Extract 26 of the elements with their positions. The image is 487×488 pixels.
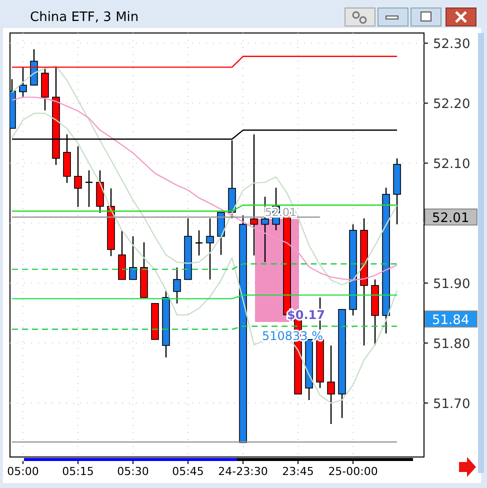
candlestick [206, 218, 214, 280]
x-tick-label: 05:30 [117, 465, 149, 478]
candlestick [129, 236, 137, 280]
candlestick [96, 170, 104, 214]
y-tick-label: 51.70 [433, 397, 470, 412]
candlestick [74, 146, 82, 208]
chart-title: China ETF, 3 Min [30, 10, 139, 25]
text: 51.84 [432, 313, 470, 328]
y-tick-label: 51.90 [433, 277, 470, 292]
x-tick-label: 05:00 [7, 465, 39, 478]
x-tick-label: 05:15 [62, 465, 94, 478]
x-tick-label: 24-23:30 [218, 465, 268, 478]
y-tick-label: 52.30 [433, 37, 470, 52]
x-tick-label: 25-00:00 [328, 465, 378, 478]
x-tick-label: 05:45 [172, 465, 204, 478]
candlestick [19, 66, 27, 98]
candlestick [250, 134, 258, 256]
candlestick [173, 266, 181, 304]
candlestick [217, 212, 225, 256]
y-tick-label: 52.10 [433, 157, 470, 172]
x-tick-label: 23:45 [282, 465, 314, 478]
candlestick [327, 344, 335, 425]
candlestick [84, 170, 94, 208]
y-tick-label: 52.20 [433, 97, 470, 112]
text: 52.01 [432, 211, 470, 226]
y-tick-label: 51.80 [433, 337, 470, 352]
